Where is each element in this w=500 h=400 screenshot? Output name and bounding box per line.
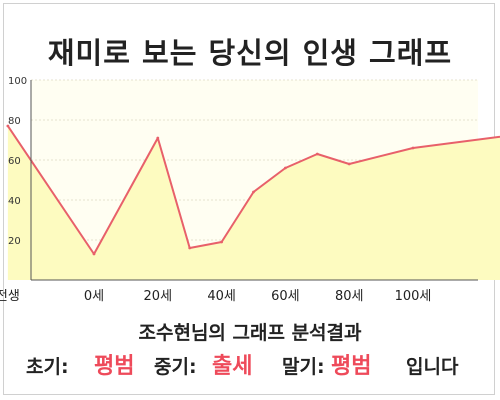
x-tick-label: 전생 [0, 289, 20, 304]
data-point [6, 124, 10, 128]
x-tick-label: 40세 [207, 289, 236, 304]
late-value: 평범 [331, 354, 372, 379]
y-tick-label: 20 [8, 236, 21, 247]
result-summary: 초기: 평범 중기: 출세 말기: 평범 입니다 [26, 346, 486, 382]
result-suffix: 입니다 [406, 356, 459, 378]
x-tick-label: 80세 [335, 289, 364, 304]
x-tick-label: 60세 [271, 289, 300, 304]
chart-title: 재미로 보는 당신의 인생 그래프 [47, 36, 453, 70]
y-tick-label: 80 [8, 116, 21, 127]
x-tick-label: 0세 [84, 289, 104, 304]
result-heading: 조수현님의 그래프 분석결과 [138, 322, 362, 344]
data-point [315, 152, 319, 156]
early-value: 평범 [94, 354, 135, 379]
x-tick-label: 20세 [144, 289, 173, 304]
x-tick-label: 100세 [395, 289, 432, 304]
data-point [220, 240, 224, 244]
mid-value: 출세 [212, 354, 253, 379]
late-label: 말기: [282, 356, 325, 378]
data-point [156, 136, 160, 140]
data-point [252, 190, 255, 194]
data-point [347, 162, 351, 166]
data-point [92, 252, 96, 256]
data-point [284, 166, 287, 170]
area-fill [7, 126, 500, 280]
data-point [188, 246, 192, 250]
y-tick-label: 40 [8, 196, 21, 207]
mid-label: 중기: [154, 356, 197, 378]
early-label: 초기: [26, 356, 69, 378]
y-tick-label: 100 [8, 76, 27, 87]
y-tick-label: 60 [8, 156, 21, 167]
data-point [411, 146, 415, 150]
